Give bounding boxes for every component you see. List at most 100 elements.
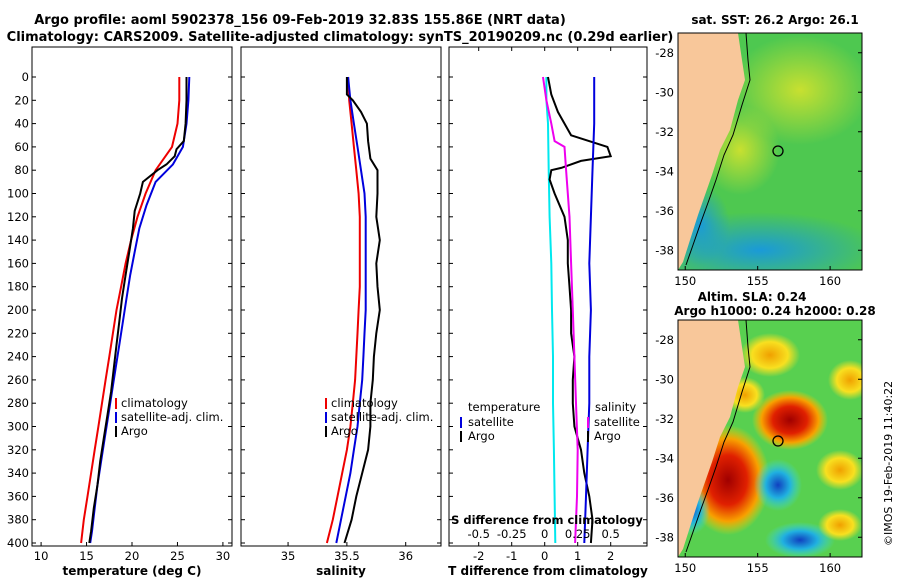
map-y-tick-label: -32 — [655, 125, 674, 139]
map-y-tick-label: -28 — [655, 46, 674, 60]
x-tick-label: 30 — [216, 549, 231, 563]
sla-blob — [818, 509, 862, 541]
map-y-tick-label: -34 — [655, 164, 674, 178]
series-line-s-argo — [583, 77, 596, 544]
y-tick-label: 220 — [7, 326, 29, 340]
sla-blob — [828, 360, 862, 400]
sla-isobath — [685, 320, 751, 553]
sla-blob — [816, 450, 862, 490]
y-tick-label: 400 — [7, 536, 29, 550]
x-tick-label: 35.5 — [334, 549, 360, 563]
x-tick-label: 15 — [79, 549, 94, 563]
map-x-tick-label: 155 — [747, 274, 769, 288]
map-y-tick-label: -38 — [655, 243, 674, 257]
top-x-tick-label: 0 — [541, 527, 548, 541]
y-tick-label: 340 — [7, 466, 29, 480]
series-line-t-argo — [547, 76, 613, 544]
plot-temperature: 0 20 40 60 80 100 120 140 160 180 200 220 240 260 280 3… — [7, 46, 233, 578]
map-x-tick-label: 150 — [674, 274, 696, 288]
y-tick-label: 80 — [14, 163, 29, 177]
sla-map-title: Altim. SLA: 0.24 — [698, 290, 807, 304]
sst-map-ticks: 150 155 160 -28 -30 -32 -34 -36 -38 — [655, 46, 862, 288]
series-group — [542, 76, 613, 544]
map-y-tick-label: -36 — [655, 491, 674, 505]
x-tick-label: 36 — [398, 549, 413, 563]
y-tick-label: 200 — [7, 303, 29, 317]
sla-blob — [740, 333, 800, 377]
top-x-tick-label: -0.25 — [497, 527, 527, 541]
map-x-tick-label: 160 — [819, 274, 841, 288]
legend-label: Argo — [594, 429, 621, 443]
x-tick-label: 2 — [607, 549, 614, 563]
x-axis-label: salinity — [316, 564, 366, 578]
y-tick-label: 300 — [7, 420, 29, 434]
y-tick-label: 380 — [7, 513, 29, 527]
legend-label: Argo — [331, 424, 358, 438]
map-y-tick-label: -28 — [655, 333, 674, 347]
legend-label: Argo — [121, 424, 148, 438]
legend-label: climatology — [331, 396, 398, 410]
legend-label: climatology — [121, 396, 188, 410]
sst-argo-marker — [772, 145, 784, 157]
series-line-climatology — [80, 77, 181, 544]
chart-title-line1: Argo profile: aoml 5902378_156 09-Feb-20… — [34, 13, 566, 28]
map-y-tick-label: -36 — [655, 204, 674, 218]
y-tick-label: 100 — [7, 187, 29, 201]
x-tick-label: 0 — [541, 549, 548, 563]
imos-stamp: ©IMOS 19-Feb-2019 11:40:22 — [882, 381, 895, 546]
sla-blob — [752, 390, 828, 450]
sst-land — [678, 33, 745, 270]
series-line-argo — [343, 77, 381, 544]
top-x-tick-label: -0.5 — [467, 527, 489, 541]
legend-label: satellite-adj. clim. — [331, 410, 433, 424]
sla-map-ticks: 150 155 160 -28 -30 -32 -34 -36 -38 — [655, 333, 862, 575]
map-x-tick-label: 160 — [819, 561, 841, 575]
y-tick-label: 240 — [7, 350, 29, 364]
sst-map-title: sat. SST: 26.2 Argo: 26.1 — [691, 13, 858, 27]
y-tick-label: 60 — [14, 140, 29, 154]
map-y-tick-label: -30 — [655, 372, 674, 386]
sla-blob — [765, 522, 835, 557]
legend-label: satellite — [468, 415, 514, 429]
map-x-tick-label: 150 — [674, 561, 696, 575]
top-x-axis-label: S difference from climatology — [451, 513, 643, 527]
legend-title-salinity: salinity — [595, 400, 636, 414]
plot-difference: -2 -1 0 1 2T difference from climatology -0.5… — [448, 46, 648, 578]
y-tick-label: 0 — [22, 70, 29, 84]
y-tick-label: 320 — [7, 443, 29, 457]
sla-land — [678, 320, 745, 557]
y-tick-label: 180 — [7, 280, 29, 294]
series-line-t-satellite — [545, 77, 557, 544]
sla-map: Altim. SLA: 0.24 Argo h1000: 0.24 h2000:… — [655, 290, 876, 575]
y-tick-label: 140 — [7, 233, 29, 247]
map-y-tick-label: -38 — [655, 530, 674, 544]
sst-isobath — [685, 33, 751, 266]
sla-argo-marker — [772, 435, 784, 447]
top-x-tick-label: 0.5 — [602, 527, 620, 541]
y-tick-label: 40 — [14, 117, 29, 131]
legend-label: Argo — [468, 429, 495, 443]
series-line-satellite-adj-clim- — [89, 76, 191, 544]
x-tick-label: 25 — [170, 549, 185, 563]
x-tick-label: -2 — [473, 549, 484, 563]
map-y-tick-label: -30 — [655, 85, 674, 99]
series-group — [80, 76, 191, 544]
plot-frame — [240, 46, 442, 547]
y-tick-label: 280 — [7, 396, 29, 410]
x-tick-label: 20 — [125, 549, 140, 563]
series-line-satellite-adj-clim- — [335, 76, 367, 544]
series-line-s-satellite — [542, 76, 579, 544]
map-y-tick-label: -34 — [655, 451, 674, 465]
sla-map-subtitle: Argo h1000: 0.24 h2000: 0.28 — [674, 304, 875, 318]
map-y-tick-label: -32 — [655, 412, 674, 426]
x-axis-label: T difference from climatology — [448, 564, 648, 578]
sst-map: sat. SST: 26.2 Argo: 26.1 150 155 160 -28 -3… — [655, 13, 863, 288]
map-x-tick-label: 155 — [747, 561, 769, 575]
x-tick-label: 1 — [574, 549, 581, 563]
plot-frame — [448, 46, 648, 547]
x-tick-label: 35 — [281, 549, 296, 563]
y-tick-label: 360 — [7, 489, 29, 503]
y-tick-label: 20 — [14, 93, 29, 107]
x-tick-label: 10 — [34, 549, 49, 563]
plot-salinity: 35 35.5 36 salinity climatologysatellite-adj… — [240, 46, 442, 578]
